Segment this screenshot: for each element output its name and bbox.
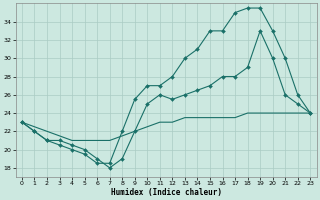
X-axis label: Humidex (Indice chaleur): Humidex (Indice chaleur) — [111, 188, 221, 197]
